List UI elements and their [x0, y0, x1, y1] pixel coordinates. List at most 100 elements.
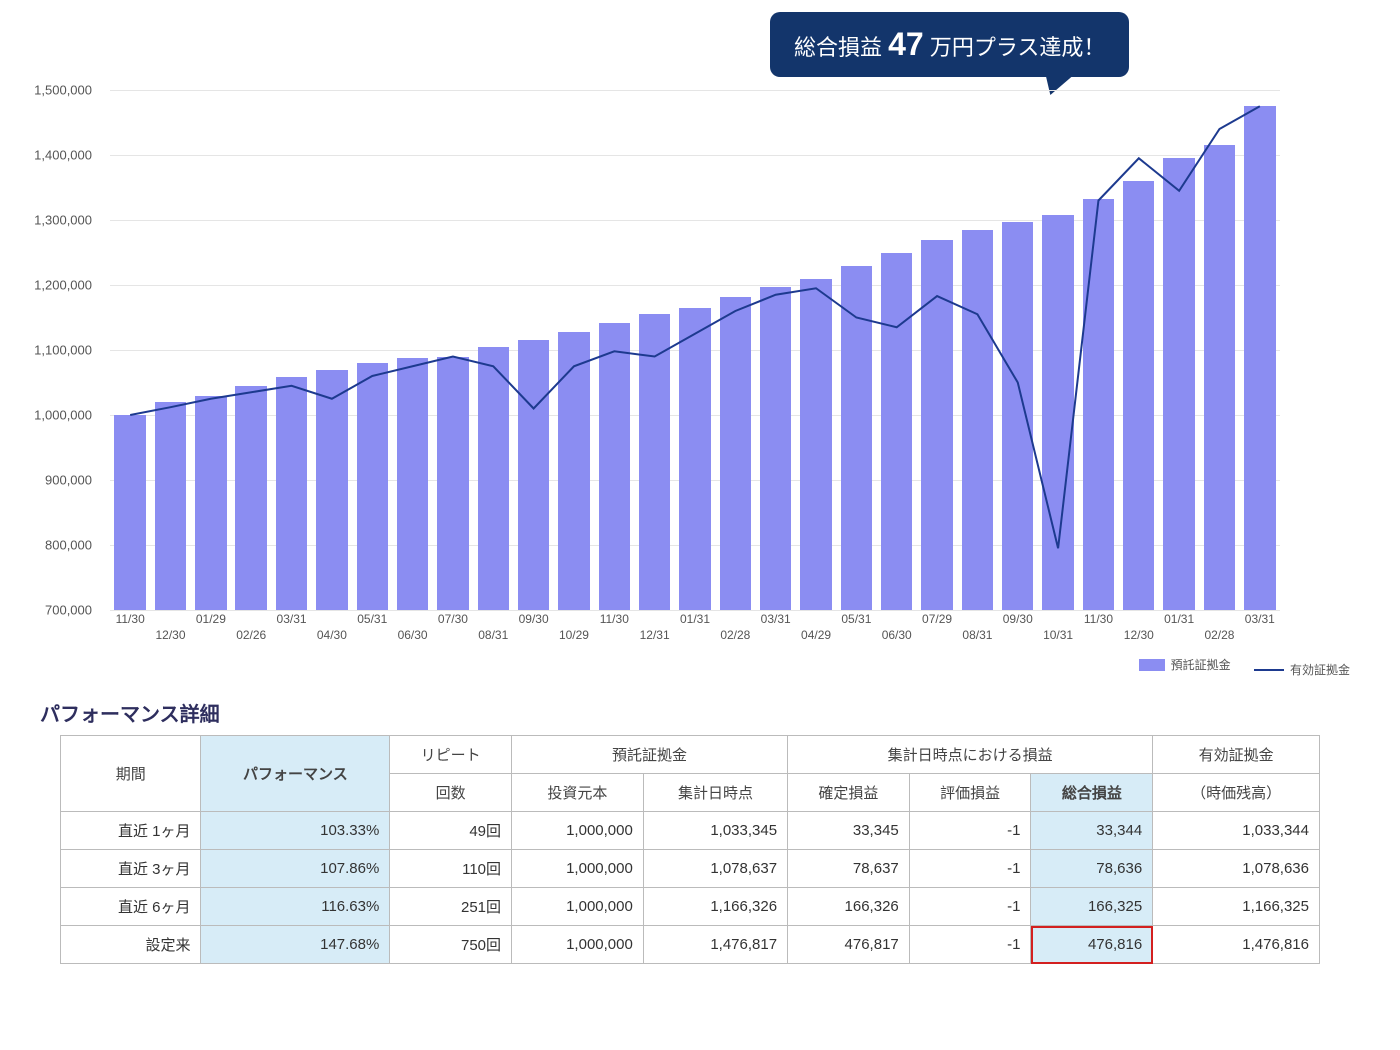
- col-repeat-top: リピート: [390, 736, 512, 774]
- col-effective-top: 有効証拠金: [1153, 736, 1320, 774]
- cell-effective: 1,476,816: [1153, 926, 1320, 964]
- cell-unrealized: -1: [909, 926, 1031, 964]
- col-deposit-principal: 投資元本: [512, 774, 644, 812]
- cell-effective: 1,078,636: [1153, 850, 1320, 888]
- x-tick-label: 12/30: [1124, 628, 1154, 642]
- y-tick-label: 1,100,000: [34, 343, 92, 358]
- table-row: 直近 1ヶ月103.33%49回1,000,0001,033,34533,345…: [61, 812, 1320, 850]
- table-row: 設定来147.68%750回1,000,0001,476,817476,817-…: [61, 926, 1320, 964]
- x-tick-label: 04/30: [317, 628, 347, 642]
- y-tick-label: 1,000,000: [34, 408, 92, 423]
- cell-unrealized: -1: [909, 812, 1031, 850]
- x-tick-label: 12/30: [156, 628, 186, 642]
- performance-chart: 700,000800,000900,0001,000,0001,100,0001…: [20, 90, 1280, 650]
- line-series: [110, 90, 1280, 610]
- x-tick-label: 02/26: [236, 628, 266, 642]
- legend-bar: 預託証拠金: [1139, 656, 1231, 673]
- callout-prefix: 総合損益: [794, 35, 888, 60]
- performance-table: 期間 パフォーマンス リピート 預託証拠金 集計日時点における損益 有効証拠金 …: [60, 735, 1320, 964]
- x-tick-label: 01/29: [196, 612, 226, 626]
- cell-asof: 1,078,637: [643, 850, 787, 888]
- x-tick-label: 02/28: [720, 628, 750, 642]
- cell-period: 直近 3ヶ月: [61, 850, 201, 888]
- col-pl-group: 集計日時点における損益: [788, 736, 1153, 774]
- legend-line-swatch-icon: [1254, 669, 1284, 671]
- x-tick-label: 12/31: [640, 628, 670, 642]
- y-axis: 700,000800,000900,0001,000,0001,100,0001…: [20, 90, 100, 610]
- x-tick-label: 09/30: [1003, 612, 1033, 626]
- col-pl-total: 総合損益: [1031, 774, 1153, 812]
- cell-principal: 1,000,000: [512, 812, 644, 850]
- line-polyline: [130, 106, 1260, 548]
- cell-realized: 78,637: [788, 850, 910, 888]
- cell-realized: 476,817: [788, 926, 910, 964]
- cell-effective: 1,033,344: [1153, 812, 1320, 850]
- cell-total: 33,344: [1031, 812, 1153, 850]
- x-tick-label: 11/30: [116, 612, 145, 626]
- cell-effective: 1,166,325: [1153, 888, 1320, 926]
- x-tick-label: 05/31: [841, 612, 871, 626]
- x-tick-label: 01/31: [680, 612, 710, 626]
- y-tick-label: 1,300,000: [34, 213, 92, 228]
- table-row: 直近 3ヶ月107.86%110回1,000,0001,078,63778,63…: [61, 850, 1320, 888]
- x-tick-label: 08/31: [478, 628, 508, 642]
- cell-total: 78,636: [1031, 850, 1153, 888]
- cell-asof: 1,033,345: [643, 812, 787, 850]
- legend-bar-swatch-icon: [1139, 659, 1165, 671]
- col-deposit-group: 預託証拠金: [512, 736, 788, 774]
- col-period: 期間: [61, 736, 201, 812]
- table-row: 直近 6ヶ月116.63%251回1,000,0001,166,326166,3…: [61, 888, 1320, 926]
- x-tick-label: 03/31: [1245, 612, 1275, 626]
- x-tick-label: 09/30: [519, 612, 549, 626]
- x-tick-label: 05/31: [357, 612, 387, 626]
- chart-legend: 預託証拠金 有効証拠金: [20, 656, 1350, 678]
- x-tick-label: 08/31: [962, 628, 992, 642]
- cell-performance: 107.86%: [201, 850, 390, 888]
- plot-area: [110, 90, 1280, 610]
- cell-total: 476,816: [1031, 926, 1153, 964]
- col-pl-realized: 確定損益: [788, 774, 910, 812]
- cell-realized: 166,326: [788, 888, 910, 926]
- col-pl-unrealized: 評価損益: [909, 774, 1031, 812]
- x-tick-label: 04/29: [801, 628, 831, 642]
- x-tick-label: 01/31: [1164, 612, 1194, 626]
- x-tick-label: 07/30: [438, 612, 468, 626]
- cell-principal: 1,000,000: [512, 888, 644, 926]
- cell-repeat: 49回: [390, 812, 512, 850]
- y-tick-label: 1,200,000: [34, 278, 92, 293]
- table-title: パフォーマンス詳細: [40, 698, 1380, 727]
- cell-unrealized: -1: [909, 888, 1031, 926]
- callout-bubble: 総合損益 47 万円プラス達成！: [770, 12, 1129, 77]
- x-tick-label: 07/29: [922, 612, 952, 626]
- legend-line-label: 有効証拠金: [1290, 661, 1350, 678]
- cell-performance: 103.33%: [201, 812, 390, 850]
- callout-big-number: 47: [888, 26, 924, 62]
- cell-performance: 116.63%: [201, 888, 390, 926]
- x-tick-label: 11/30: [1084, 612, 1113, 626]
- table-header: 期間 パフォーマンス リピート 預託証拠金 集計日時点における損益 有効証拠金 …: [61, 736, 1320, 812]
- cell-performance: 147.68%: [201, 926, 390, 964]
- cell-period: 設定来: [61, 926, 201, 964]
- col-effective-bottom: （時価残高）: [1153, 774, 1320, 812]
- y-tick-label: 800,000: [45, 538, 92, 553]
- x-axis: 11/30 12/30 01/29 02/26 03/31 04/30 05/31 06/30…: [110, 610, 1280, 650]
- cell-repeat: 750回: [390, 926, 512, 964]
- x-tick-label: 03/31: [277, 612, 307, 626]
- cell-unrealized: -1: [909, 850, 1031, 888]
- y-tick-label: 900,000: [45, 473, 92, 488]
- col-performance: パフォーマンス: [201, 736, 390, 812]
- cell-total: 166,325: [1031, 888, 1153, 926]
- x-tick-label: 06/30: [398, 628, 428, 642]
- cell-asof: 1,166,326: [643, 888, 787, 926]
- cell-principal: 1,000,000: [512, 926, 644, 964]
- cell-realized: 33,345: [788, 812, 910, 850]
- cell-period: 直近 1ヶ月: [61, 812, 201, 850]
- y-tick-label: 1,500,000: [34, 83, 92, 98]
- x-tick-label: 10/31: [1043, 628, 1073, 642]
- col-repeat-bottom: 回数: [390, 774, 512, 812]
- cell-repeat: 251回: [390, 888, 512, 926]
- y-tick-label: 1,400,000: [34, 148, 92, 163]
- cell-principal: 1,000,000: [512, 850, 644, 888]
- cell-asof: 1,476,817: [643, 926, 787, 964]
- col-deposit-asof: 集計日時点: [643, 774, 787, 812]
